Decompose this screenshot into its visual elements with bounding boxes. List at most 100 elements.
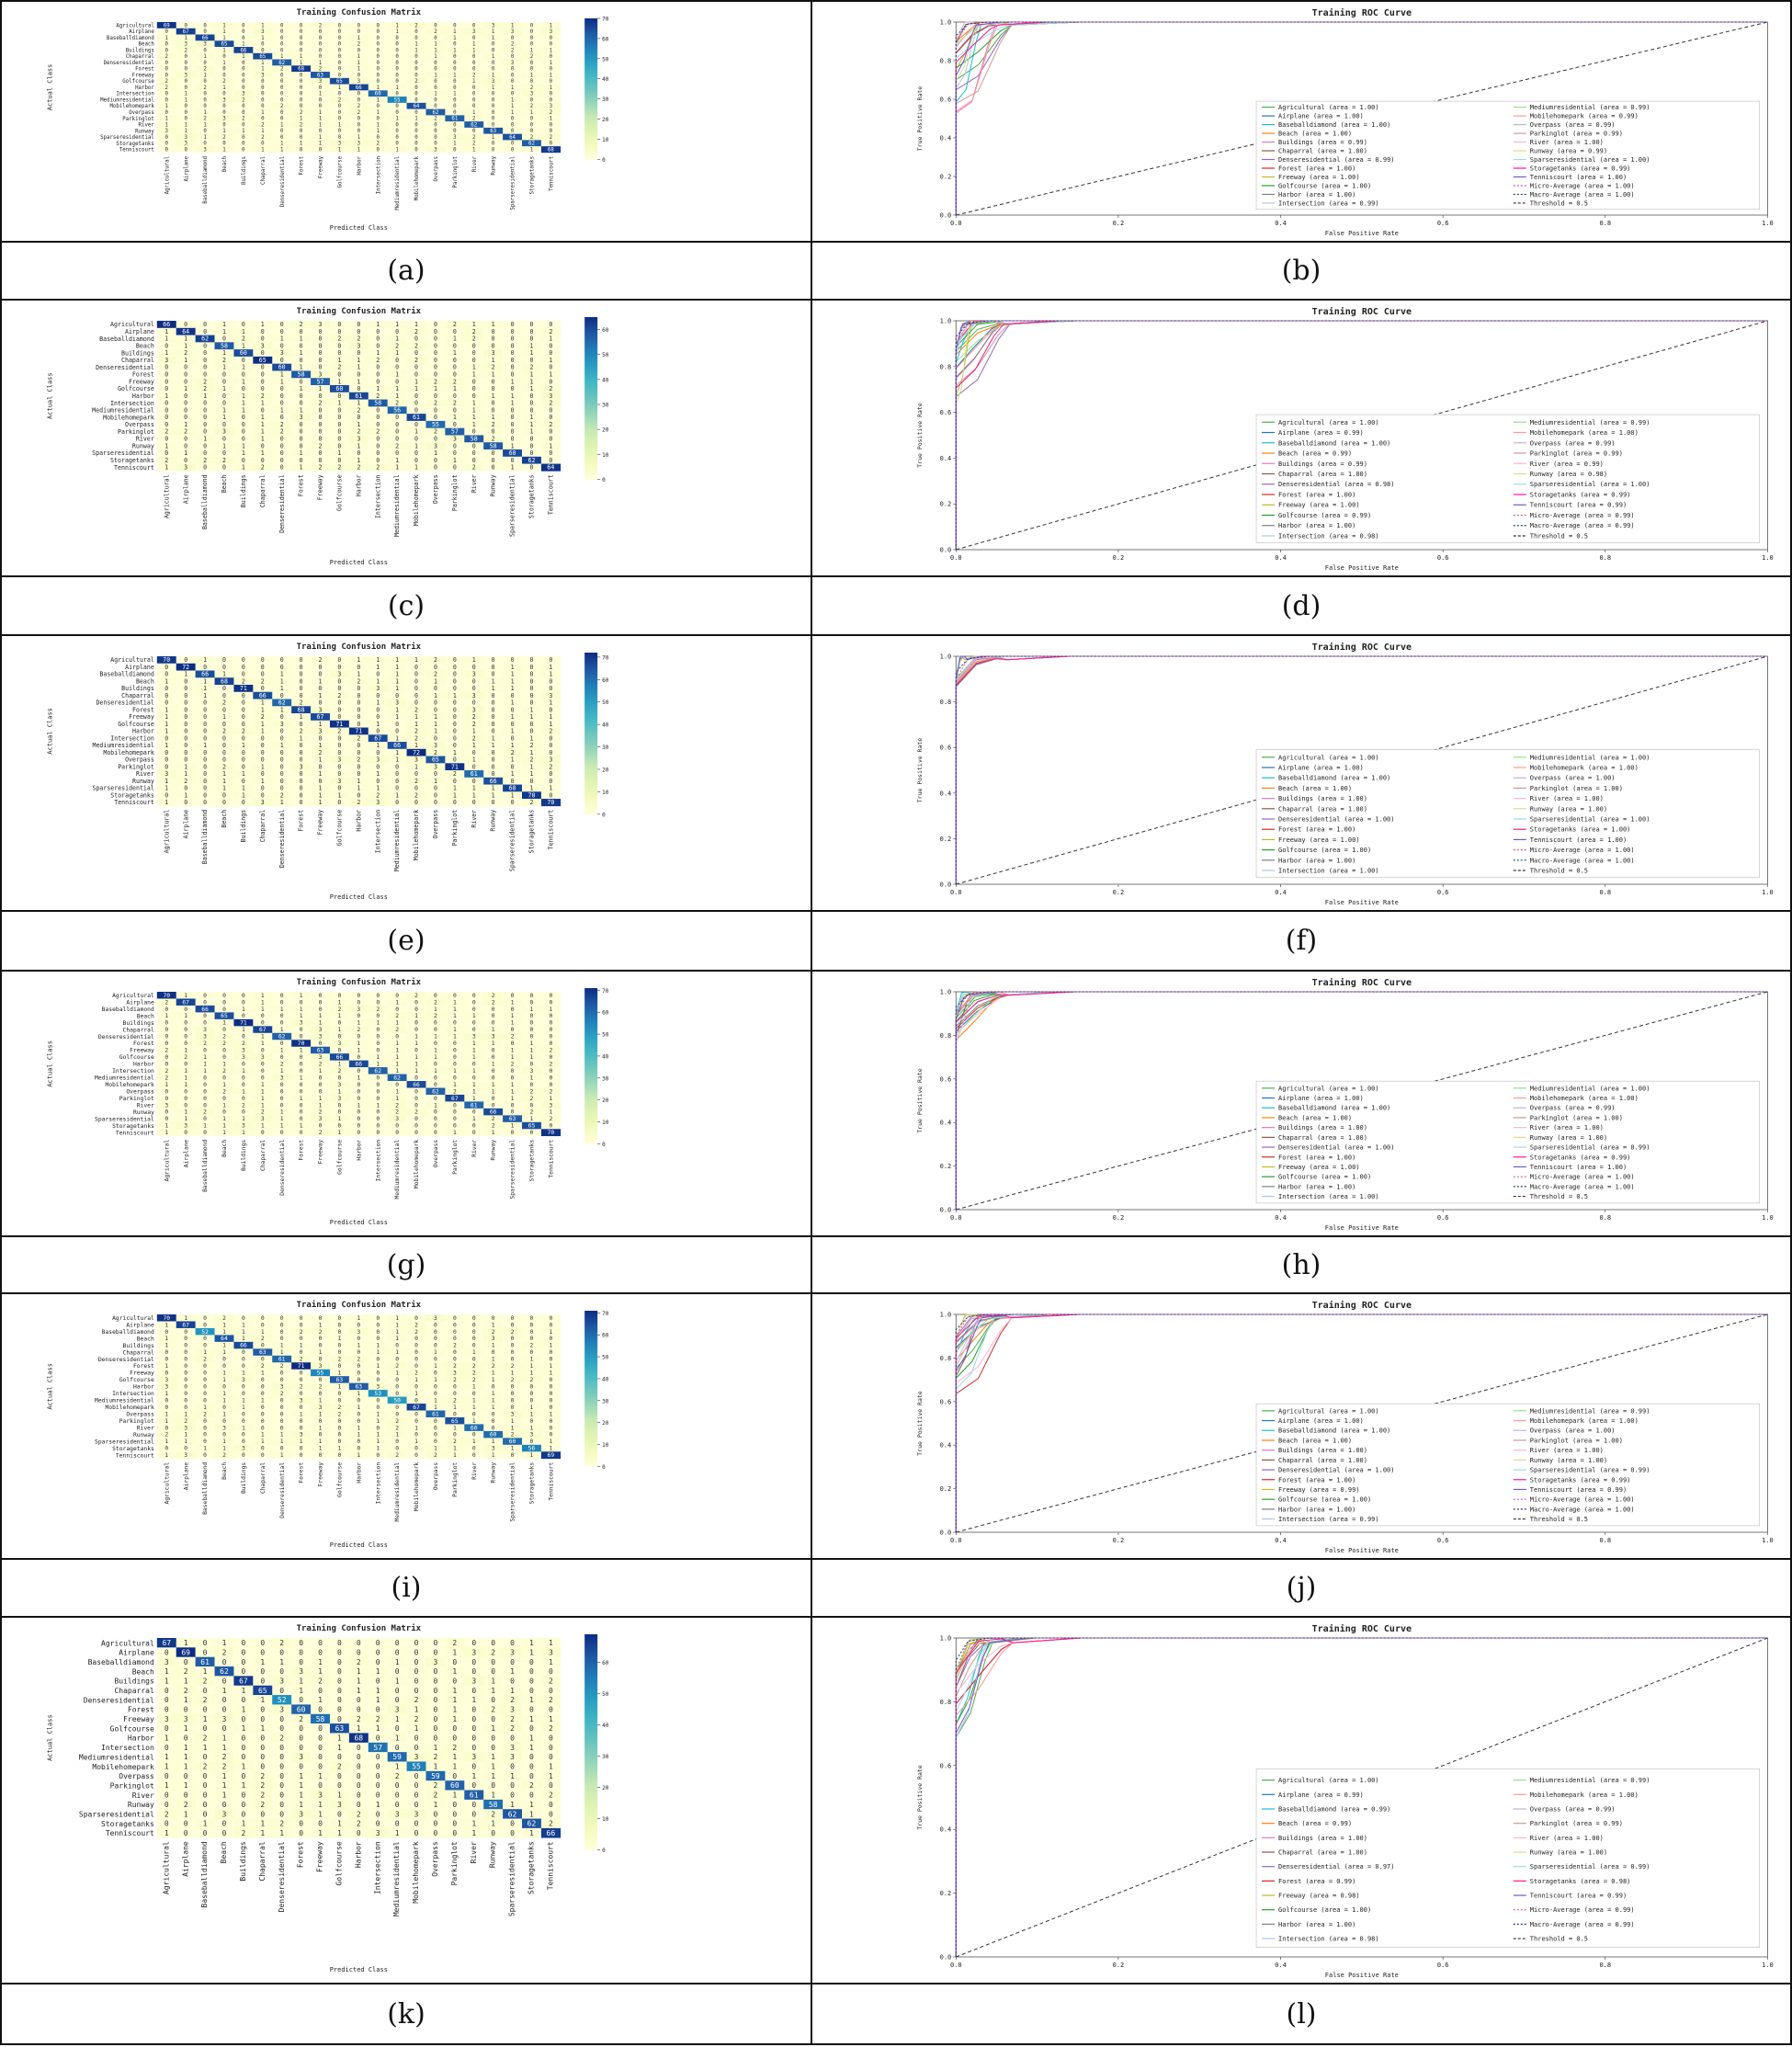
cm-cell-value: 1: [414, 428, 418, 436]
cm-cell: [540, 1108, 561, 1116]
cm-cell-value: 0: [434, 699, 437, 707]
cm-cell: [195, 406, 215, 415]
cm-cell: [540, 349, 561, 358]
cm-cell-value: 0: [337, 428, 341, 436]
cm-cell-value: 0: [300, 1116, 303, 1122]
cm-col-label: Airplane: [183, 1462, 189, 1491]
cm-cell: [483, 102, 504, 109]
cm-cell: [329, 335, 350, 343]
cm-cell: [253, 335, 273, 343]
cm-cell-value: 0: [549, 742, 552, 749]
cm-cell: [176, 370, 196, 379]
cm-cell: [445, 449, 465, 458]
cm-cell-value: 0: [492, 61, 495, 66]
cm-cell-value: 0: [184, 1329, 187, 1336]
cm-cell-value: 0: [530, 1034, 534, 1041]
chart-row: Training Confusion Matrix 69 0 0 1 0 1 0 0 2 0 0 0 1 2…: [0, 0, 1792, 241]
cm-cell-value: 1: [395, 671, 399, 678]
cm-cell-value: 0: [337, 785, 341, 792]
cm-cell: [425, 65, 446, 73]
colorbar: [584, 1311, 598, 1467]
cm-cell: [311, 748, 331, 756]
cm-cell: [368, 449, 388, 458]
cm-cell: [195, 656, 215, 665]
cm-cell: [387, 1081, 407, 1088]
cm-cell-value: 0: [164, 685, 168, 692]
cm-cell: [195, 720, 215, 728]
caption-cell: (g): [0, 1235, 811, 1292]
cm-col-label: Parkinglot: [451, 810, 459, 847]
cm-cell: [464, 1430, 484, 1439]
cm-cell: [445, 1018, 465, 1027]
cm-cell-value: 1: [511, 770, 515, 778]
cm-cell-value: 0: [434, 1116, 437, 1122]
cm-cell-value: 0: [453, 1020, 457, 1027]
cm-cell-value: 0: [434, 685, 437, 692]
cm-cell: [291, 335, 312, 343]
cm-cell: [329, 97, 350, 104]
cm-cell-value: 0: [530, 1336, 534, 1342]
cm-cell: [311, 356, 331, 364]
cm-cell: [540, 1046, 561, 1054]
cm-cell-value: 0: [453, 42, 457, 48]
cm-cell-value: 0: [300, 392, 303, 400]
cm-cell: [348, 108, 369, 116]
cm-cell: [348, 1005, 369, 1013]
cm-cell-value: 0: [165, 29, 169, 35]
cm-cell-value: 0: [549, 1020, 552, 1027]
colorbar-tick: 50: [602, 1032, 609, 1039]
cm-cell: [176, 28, 196, 35]
cm-cell-value: 1: [472, 1041, 476, 1047]
cm-row-label: Harbor: [132, 728, 154, 735]
cm-cell: [272, 1094, 292, 1102]
cm-cell-value: 0: [203, 785, 207, 792]
cm-cell: [253, 1101, 273, 1109]
cm-cell-value: 1: [261, 1432, 265, 1439]
cm-cell-value: 1: [242, 129, 245, 134]
cm-cell: [425, 1348, 446, 1357]
cm-cell: [503, 22, 523, 29]
cm-cell: [176, 1416, 196, 1425]
cm-cell: [387, 1129, 407, 1137]
cm-cell-value: 0: [261, 1383, 265, 1390]
cm-cell: [368, 742, 388, 750]
cm-cell-value: 3: [549, 692, 552, 699]
cm-cell: [483, 1362, 504, 1370]
cm-cell: [425, 685, 446, 693]
cm-col-label: Storagetanks: [529, 1140, 536, 1182]
cm-cell-value: 1: [414, 442, 418, 449]
cm-cell: [176, 1060, 196, 1068]
cm-cell: [406, 59, 426, 66]
cm-cell-value: 2: [530, 54, 533, 60]
cm-cell-value: 1: [164, 1343, 168, 1349]
cm-cell-value: 0: [203, 1425, 207, 1431]
cm-cell-value: 62: [527, 457, 535, 464]
cm-cell: [214, 1026, 234, 1034]
cm-cell-value: 1: [357, 1425, 360, 1431]
cm-cell-value: 0: [280, 734, 284, 742]
cm-cell: [464, 1362, 484, 1370]
cm-cell: [445, 656, 465, 665]
cm-cell-value: 0: [164, 1096, 168, 1102]
cm-cell: [214, 72, 234, 79]
cm-cell: [522, 713, 542, 722]
cm-cell-value: 0: [376, 1370, 380, 1377]
cm-cell: [253, 1327, 273, 1336]
cm-cell-value: 1: [472, 364, 476, 371]
cm-cell: [195, 34, 215, 41]
cm-cell-value: 0: [280, 656, 284, 664]
cm-cell-value: 0: [511, 54, 515, 60]
cm-cell-value: 0: [184, 117, 187, 122]
cm-cell-value: 0: [376, 414, 380, 421]
cm-cell-value: 69: [164, 23, 170, 28]
cm-cell-value: 0: [319, 1082, 323, 1088]
cm-cell: [368, 1382, 388, 1391]
cm-cell: [368, 777, 388, 785]
cm-cell: [329, 1430, 350, 1439]
cm-cell-value: 2: [222, 1315, 226, 1322]
cm-cell: [176, 34, 196, 41]
cm-cell-value: 0: [453, 1123, 457, 1130]
cm-cell-value: 3: [472, 29, 476, 35]
roc-xtick: 0.2: [1113, 889, 1125, 896]
cm-cell-value: 0: [414, 67, 418, 73]
